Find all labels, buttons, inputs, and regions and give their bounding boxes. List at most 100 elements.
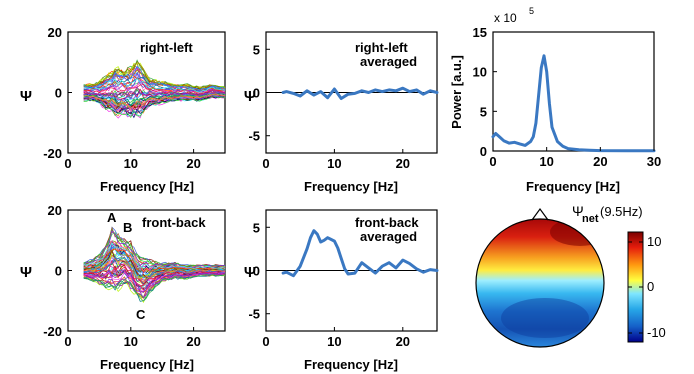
series-line: [491, 54, 656, 153]
head-outline: [475, 218, 605, 348]
p2-ylabel: Ψ: [244, 88, 256, 105]
p4-xlabel: Frequency [Hz]: [100, 357, 194, 372]
y-tick-label: -5: [248, 129, 260, 144]
channel-trace: [83, 226, 226, 267]
p4-annotation: front-back: [142, 215, 206, 230]
y-tick-label: 10: [473, 65, 487, 80]
colorbar-tick-label: 10: [647, 234, 661, 249]
series-line: [281, 86, 439, 100]
x-tick-label: 0: [64, 156, 71, 171]
channel-trace: [83, 254, 226, 283]
x-tick-label: 0: [262, 156, 269, 171]
y-tick-label: -5: [248, 307, 260, 322]
y-tick-label: 0: [253, 264, 260, 279]
channel-trace: [83, 93, 226, 110]
p1-annotation: right-left: [140, 40, 193, 55]
head-map: [476, 219, 604, 347]
x-tick-label: 10: [124, 156, 138, 171]
p3-plot: [491, 54, 656, 153]
y-tick-label: -20: [43, 146, 62, 161]
channel-trace: [83, 274, 226, 299]
p5-annotation-line1: front-back: [355, 215, 419, 230]
x-tick-label: 10: [539, 154, 553, 169]
channel-trace: [83, 78, 226, 93]
p3-axes-frame: [492, 31, 655, 152]
y-tick-label: 0: [480, 144, 487, 159]
x-tick-label: 10: [327, 334, 341, 349]
p2-annotation-line1: right-left: [355, 40, 408, 55]
y-tick-label: 5: [253, 220, 260, 235]
p4-label-b: B: [123, 220, 132, 235]
x-tick-label: 0: [489, 154, 496, 169]
p4-label-c: C: [136, 307, 146, 322]
p5-xlabel: Frequency [Hz]: [304, 357, 398, 372]
y-tick-label: 20: [48, 25, 62, 40]
channel-trace: [83, 248, 226, 273]
x-tick-label: 0: [64, 334, 71, 349]
p3-ylabel: Power [a.u.]: [449, 55, 464, 129]
panel-topography: Ψ net (9.5Hz) 10 0 -10: [475, 203, 666, 348]
p3-multiplier-exp: 5: [529, 6, 534, 16]
channel-trace: [83, 259, 226, 286]
colorbar-tick-label: 0: [647, 279, 654, 294]
channel-trace: [83, 274, 226, 302]
p2-xlabel: Frequency [Hz]: [304, 179, 398, 194]
p1-xlabel: Frequency [Hz]: [100, 179, 194, 194]
series-line: [281, 229, 439, 278]
colorbar-ticks: [628, 241, 643, 334]
x-tick-label: 20: [186, 156, 200, 171]
channel-trace: [83, 60, 226, 90]
x-tick-label: 10: [124, 334, 138, 349]
topo-title-psi: Ψ: [572, 203, 584, 219]
channel-trace: [83, 274, 226, 298]
topo-title-freq: (9.5Hz): [600, 204, 643, 219]
y-tick-label: 20: [48, 203, 62, 218]
p4-traces: [83, 226, 226, 304]
p1-traces: [83, 59, 226, 119]
p4-ylabel: Ψ: [20, 264, 32, 281]
p5-ylabel: Ψ: [244, 264, 256, 281]
x-tick-label: 30: [647, 154, 661, 169]
channel-trace: [83, 85, 226, 97]
y-tick-label: 5: [253, 42, 260, 57]
channel-trace: [83, 269, 226, 293]
nose-marker: [531, 207, 549, 221]
channel-trace: [83, 75, 226, 93]
p3-multiplier-base: x 10: [494, 11, 517, 25]
p2-annotation-line2: averaged: [360, 54, 417, 69]
y-tick-label: 0: [55, 86, 62, 101]
x-tick-label: 0: [262, 334, 269, 349]
channel-trace: [83, 230, 225, 269]
x-tick-label: 20: [593, 154, 607, 169]
y-tick-label: 0: [253, 86, 260, 101]
panel-power-spectrum: 0 10 20 30 15 10 5 0 x 10 5 Frequency [Hz] Powe…: [449, 6, 661, 194]
channel-trace: [83, 94, 226, 114]
y-tick-label: 15: [473, 25, 487, 40]
y-tick-label: -20: [43, 324, 62, 339]
x-tick-label: 20: [396, 334, 410, 349]
colorbar-tick-label: -10: [647, 325, 666, 340]
x-tick-label: 20: [396, 156, 410, 171]
y-tick-label: 5: [480, 104, 487, 119]
channel-trace: [83, 243, 226, 269]
channel-trace: [83, 84, 226, 95]
p1-ylabel: Ψ: [20, 88, 32, 105]
p4-label-a: A: [107, 210, 117, 225]
p2-plot: [266, 86, 439, 100]
channel-trace: [83, 96, 226, 118]
p5-annotation-line2: averaged: [360, 229, 417, 244]
head-negative-region: [501, 298, 589, 338]
p3-ticks: 0 10 20 30 15 10 5 0: [473, 25, 662, 169]
p3-xlabel: Frequency [Hz]: [526, 179, 620, 194]
topo-title-sub: net: [582, 213, 599, 225]
